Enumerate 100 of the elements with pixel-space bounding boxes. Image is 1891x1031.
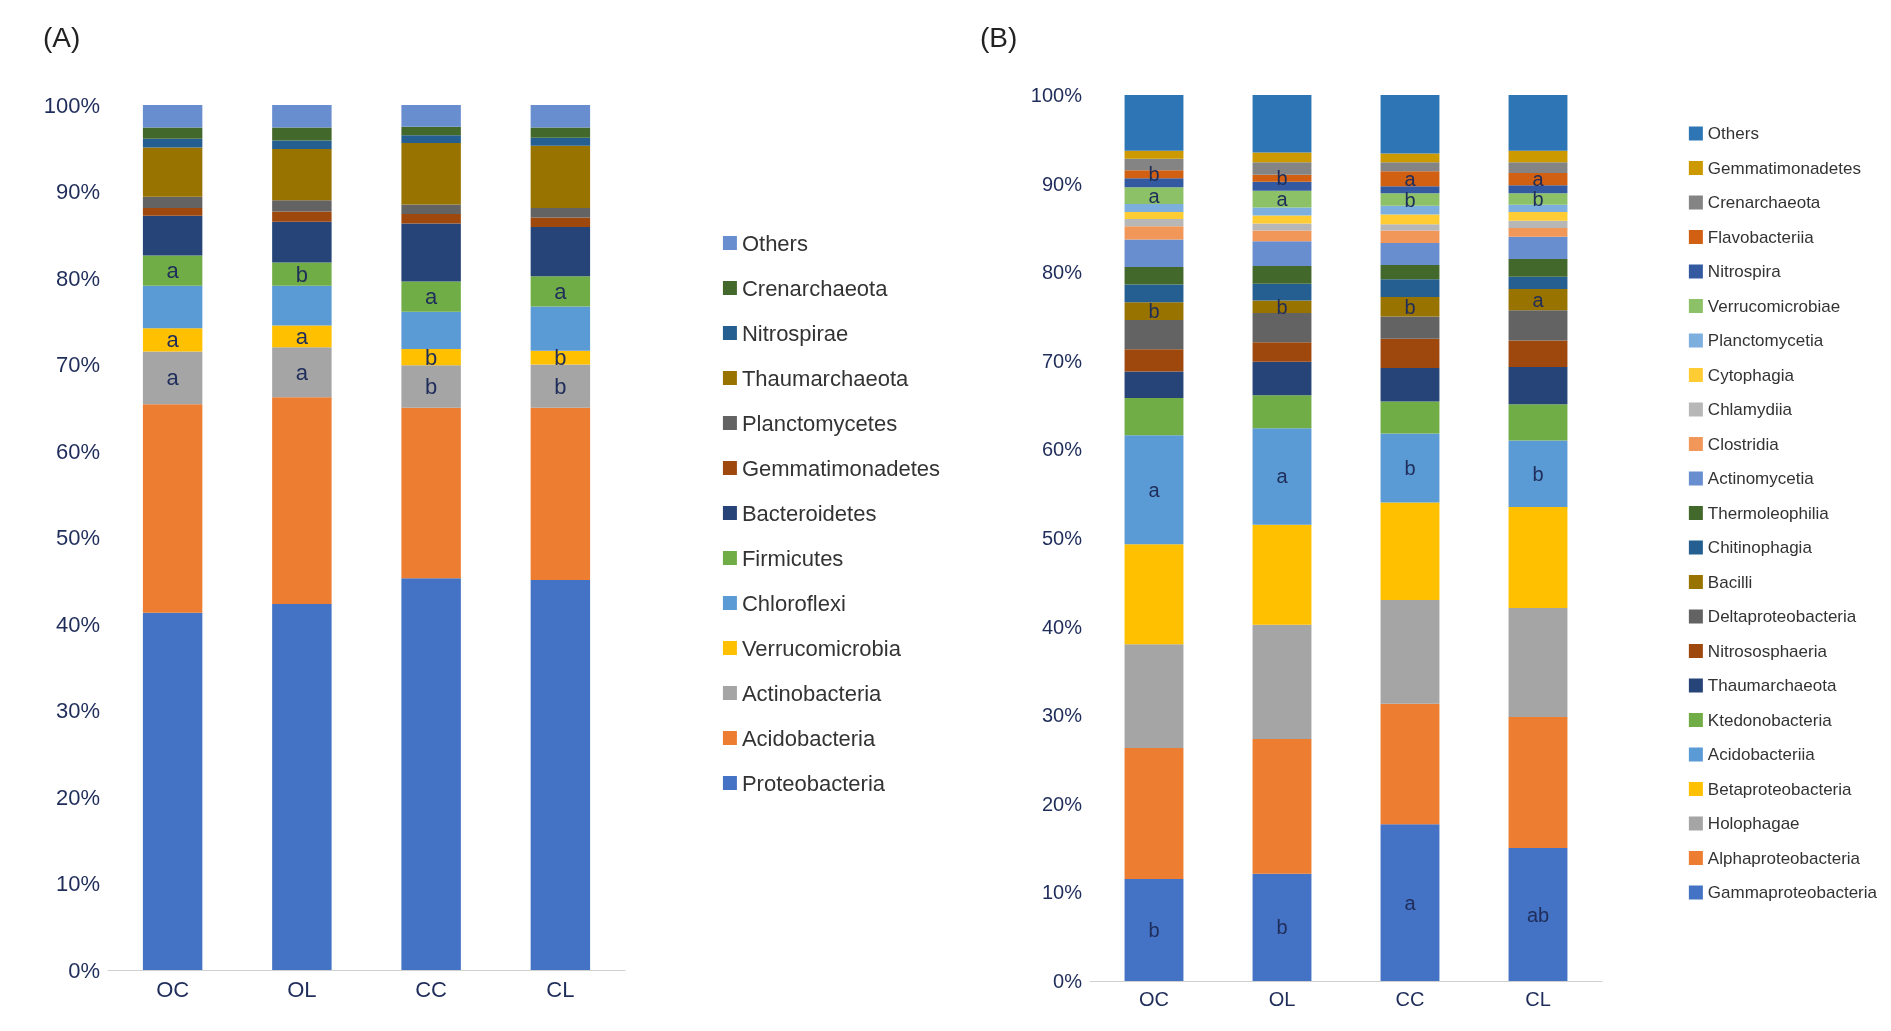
bar [401,143,461,205]
bar [530,364,591,408]
legend-label: Acidobacteria [741,725,876,751]
bar [1124,349,1184,372]
bar [530,105,591,128]
bar [1380,338,1440,368]
bar [401,578,461,970]
bar [1508,204,1568,212]
bar [1508,367,1568,405]
y-tick-label: 50% [1041,527,1083,549]
legend-label: Thaumarchaeota [1707,676,1837,695]
data-label: b [295,261,308,287]
bar [401,407,461,579]
chart-title: (A) [43,21,81,53]
bar [1124,211,1184,220]
bar [272,397,332,605]
bar [142,147,203,197]
bar [530,276,591,307]
bar [142,285,203,329]
bar [1380,297,1440,317]
bar [1252,873,1312,981]
data-label: b [554,345,567,371]
bar [1252,230,1312,242]
bar [401,105,461,127]
x-tick-label: OL [287,976,317,1002]
data-label: a [1148,184,1161,207]
data-label: a [425,284,438,310]
legend-label: Bacteroidetes [741,500,877,526]
bar [1508,162,1568,173]
bar [401,126,461,136]
bar [1252,95,1312,153]
legend-label: Clostridia [1707,434,1780,454]
bar [1508,289,1568,311]
data-label: a [295,359,309,385]
bar [1508,506,1568,608]
bar [401,223,461,282]
bar [142,215,203,256]
bar [401,311,461,349]
y-tick-label: 100% [43,92,100,118]
bar [1124,644,1184,748]
legend-label: Gemmatimonadetes [741,455,941,481]
data-label: a [1276,188,1289,211]
bar [1124,95,1184,151]
bar [1252,283,1312,301]
bar [1252,342,1312,362]
y-tick-label: 50% [55,525,100,550]
bar [1252,152,1312,163]
bar [1508,716,1568,849]
x-tick-label: OC [1139,988,1169,1010]
bar [1380,186,1440,194]
bar [1380,230,1440,243]
bar [1252,395,1312,429]
y-tick-label: 20% [55,784,100,810]
y-tick-label: 30% [1041,704,1083,727]
y-tick-label: 40% [1041,615,1083,638]
bar [142,255,203,286]
bar [1508,258,1568,277]
legend-label: Planctomycetes [741,410,898,436]
bar [142,351,203,405]
x-tick-label: OC [156,976,190,1002]
data-label: b [554,373,567,399]
bar [1124,302,1184,321]
bar [272,262,332,286]
bar [1124,320,1184,350]
data-label: a [166,258,180,284]
legend-label: Nitrososphaeria [1707,641,1828,661]
bar [1124,219,1184,227]
bar [1252,266,1312,284]
y-tick-label: 60% [1041,438,1083,461]
y-tick-label: 30% [55,698,100,723]
bar [142,328,203,352]
bar [1252,312,1312,343]
bar [272,200,332,212]
bar [1380,367,1440,402]
legend-label: Firmicutes [741,545,844,571]
bar [1508,95,1568,151]
bar [401,135,461,144]
bar [1252,223,1312,231]
legend-label: Flavobacteriia [1707,227,1815,247]
y-tick-label: 10% [1041,881,1083,904]
legend-label: Proteobacteria [741,770,886,796]
bar [1380,433,1440,503]
x-tick-label: CL [1525,988,1551,1010]
data-label: a [1532,288,1545,311]
bar [530,306,591,351]
data-label: a [1276,465,1289,488]
bar [530,407,591,580]
legend-label: Alphaproteobacteria [1707,848,1861,868]
data-label: ab [1526,903,1550,926]
legend-label: Chlamydiia [1707,400,1793,419]
bar [1508,440,1568,507]
legend-label: Crenarchaeota [741,275,889,301]
bar [272,221,332,263]
bar [1380,205,1440,215]
bar [1508,211,1568,221]
bar [530,137,591,146]
bar [142,105,203,128]
data-label: b [425,374,438,400]
legend-label: Betaproteobacteria [1707,779,1853,799]
bar [1124,239,1184,267]
